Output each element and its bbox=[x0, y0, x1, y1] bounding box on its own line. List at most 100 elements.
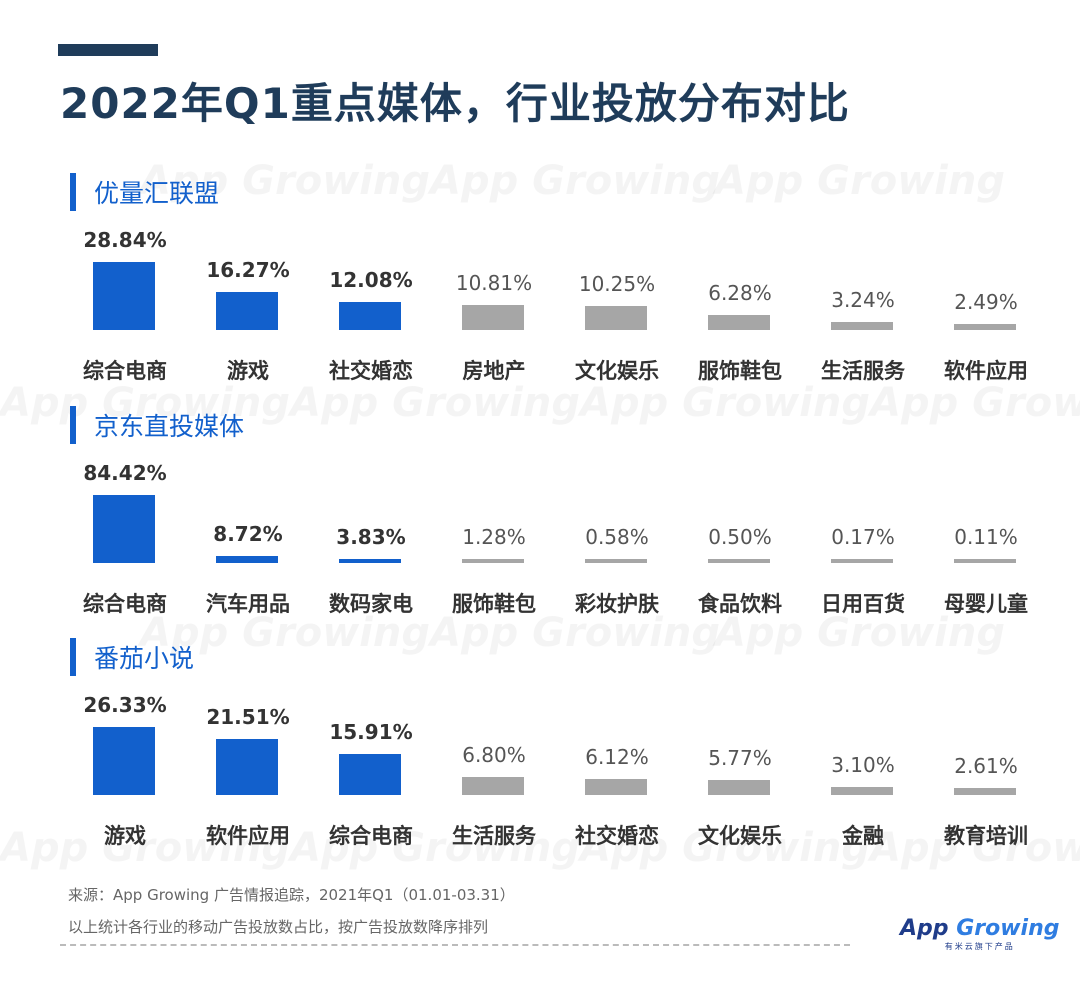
category-label: 服饰鞋包 bbox=[698, 359, 782, 383]
chart-section: 优量汇联盟 28.84% 综合电商 16.27% 游戏 12.08% 社交婚恋 10.81% 房… bbox=[0, 172, 1080, 407]
bar-column: 84.42% 综合电商 bbox=[70, 405, 180, 635]
value-label: 28.84% bbox=[83, 228, 167, 252]
section-marker bbox=[70, 173, 76, 211]
bar bbox=[954, 788, 1016, 795]
value-label: 10.81% bbox=[455, 271, 533, 295]
value-label: 16.27% bbox=[206, 258, 290, 282]
category-label: 社交婚恋 bbox=[575, 824, 659, 848]
page-title: 2022年Q1重点媒体，行业投放分布对比 bbox=[60, 79, 850, 128]
section-title: 京东直投媒体 bbox=[94, 412, 245, 441]
bar-column: 21.51% 软件应用 bbox=[193, 637, 303, 867]
category-label: 游戏 bbox=[227, 359, 269, 383]
value-label: 6.28% bbox=[708, 281, 772, 305]
logo-name-a: App bbox=[900, 916, 957, 941]
value-label: 0.50% bbox=[708, 525, 772, 549]
category-label: 文化娱乐 bbox=[698, 824, 782, 848]
value-label: 12.08% bbox=[329, 268, 413, 292]
bar bbox=[831, 559, 893, 563]
category-label: 汽车用品 bbox=[206, 592, 290, 616]
bar-column: 6.80% 生活服务 bbox=[439, 637, 549, 867]
bar bbox=[339, 302, 401, 330]
bar bbox=[954, 559, 1016, 563]
section-title: 番茄小说 bbox=[94, 644, 195, 673]
value-label: 3.10% bbox=[831, 753, 895, 777]
bar-column: 28.84% 综合电商 bbox=[70, 172, 180, 402]
bar-column: 6.28% 服饰鞋包 bbox=[685, 172, 795, 402]
category-label: 数码家电 bbox=[329, 592, 413, 616]
category-label: 彩妆护肤 bbox=[575, 592, 659, 616]
bar-column: 12.08% 社交婚恋 bbox=[316, 172, 426, 402]
section-marker bbox=[70, 406, 76, 444]
bar bbox=[708, 559, 770, 563]
value-label: 3.83% bbox=[336, 525, 406, 549]
category-label: 软件应用 bbox=[206, 824, 290, 848]
value-label: 6.80% bbox=[462, 743, 526, 767]
bar-column: 0.11% 母婴儿童 bbox=[931, 405, 1041, 635]
bar-column: 10.25% 文化娱乐 bbox=[562, 172, 672, 402]
value-label: 21.51% bbox=[206, 705, 290, 729]
bar-column: 26.33% 游戏 bbox=[70, 637, 180, 867]
logo-tagline: 有米云旗下产品 bbox=[944, 942, 1015, 951]
bar-column: 0.58% 彩妆护肤 bbox=[562, 405, 672, 635]
value-label: 2.49% bbox=[954, 290, 1018, 314]
bar bbox=[831, 787, 893, 795]
chart-section: 番茄小说 26.33% 游戏 21.51% 软件应用 15.91% 综合电商 6.80% 生活服… bbox=[0, 637, 1080, 872]
bar bbox=[216, 739, 278, 795]
bar-column: 2.61% 教育培训 bbox=[931, 637, 1041, 867]
category-label: 房地产 bbox=[462, 359, 526, 383]
bar bbox=[339, 559, 401, 563]
footer-note: 以上统计各行业的移动广告投放数占比，按广告投放数降序排列 bbox=[68, 918, 489, 936]
value-label: 2.61% bbox=[954, 754, 1018, 778]
category-label: 日用百货 bbox=[821, 592, 905, 616]
value-label: 84.42% bbox=[83, 461, 167, 485]
bar-column: 8.72% 汽车用品 bbox=[193, 405, 303, 635]
section-header: 京东直投媒体 bbox=[70, 405, 244, 445]
bar-column: 0.50% 食品饮料 bbox=[685, 405, 795, 635]
bar-column: 10.81% 房地产 bbox=[439, 172, 549, 402]
value-label: 6.12% bbox=[585, 745, 649, 769]
category-label: 食品饮料 bbox=[698, 592, 782, 616]
section-header: 优量汇联盟 bbox=[70, 172, 219, 212]
bar-column: 3.24% 生活服务 bbox=[808, 172, 918, 402]
category-label: 软件应用 bbox=[944, 359, 1028, 383]
bar-column: 3.83% 数码家电 bbox=[316, 405, 426, 635]
bar bbox=[93, 495, 155, 563]
bar bbox=[462, 305, 524, 330]
section-marker bbox=[70, 638, 76, 676]
value-label: 10.25% bbox=[578, 272, 656, 296]
bar bbox=[585, 779, 647, 795]
value-label: 0.58% bbox=[585, 525, 649, 549]
value-label: 26.33% bbox=[83, 693, 167, 717]
category-label: 综合电商 bbox=[83, 592, 167, 616]
value-label: 0.17% bbox=[831, 525, 895, 549]
bar bbox=[708, 780, 770, 795]
bar-column: 2.49% 软件应用 bbox=[931, 172, 1041, 402]
category-label: 生活服务 bbox=[821, 359, 905, 383]
bar bbox=[954, 324, 1016, 330]
bar bbox=[462, 559, 524, 563]
category-label: 游戏 bbox=[104, 824, 146, 848]
logo-name-b: Growing bbox=[956, 916, 1060, 941]
bar-column: 15.91% 综合电商 bbox=[316, 637, 426, 867]
section-title: 优量汇联盟 bbox=[94, 179, 220, 208]
category-label: 社交婚恋 bbox=[329, 359, 413, 383]
bar-column: 3.10% 金融 bbox=[808, 637, 918, 867]
bar bbox=[462, 777, 524, 795]
bar-column: 0.17% 日用百货 bbox=[808, 405, 918, 635]
section-header: 番茄小说 bbox=[70, 637, 194, 677]
category-label: 教育培训 bbox=[944, 824, 1028, 848]
value-label: 1.28% bbox=[462, 525, 526, 549]
bar-column: 16.27% 游戏 bbox=[193, 172, 303, 402]
value-label: 0.11% bbox=[954, 525, 1018, 549]
category-label: 金融 bbox=[842, 824, 884, 848]
bar bbox=[585, 559, 647, 563]
chart-section: 京东直投媒体 84.42% 综合电商 8.72% 汽车用品 3.83% 数码家电 1.28% 服… bbox=[0, 405, 1080, 640]
bar bbox=[93, 262, 155, 330]
category-label: 生活服务 bbox=[452, 824, 536, 848]
bar bbox=[339, 754, 401, 795]
title-accent-bar bbox=[58, 44, 158, 56]
bar bbox=[585, 306, 647, 330]
value-label: 5.77% bbox=[708, 746, 772, 770]
appgrowing-logo: App Growing 有米云旗下产品 bbox=[900, 916, 1059, 952]
bar-column: 5.77% 文化娱乐 bbox=[685, 637, 795, 867]
